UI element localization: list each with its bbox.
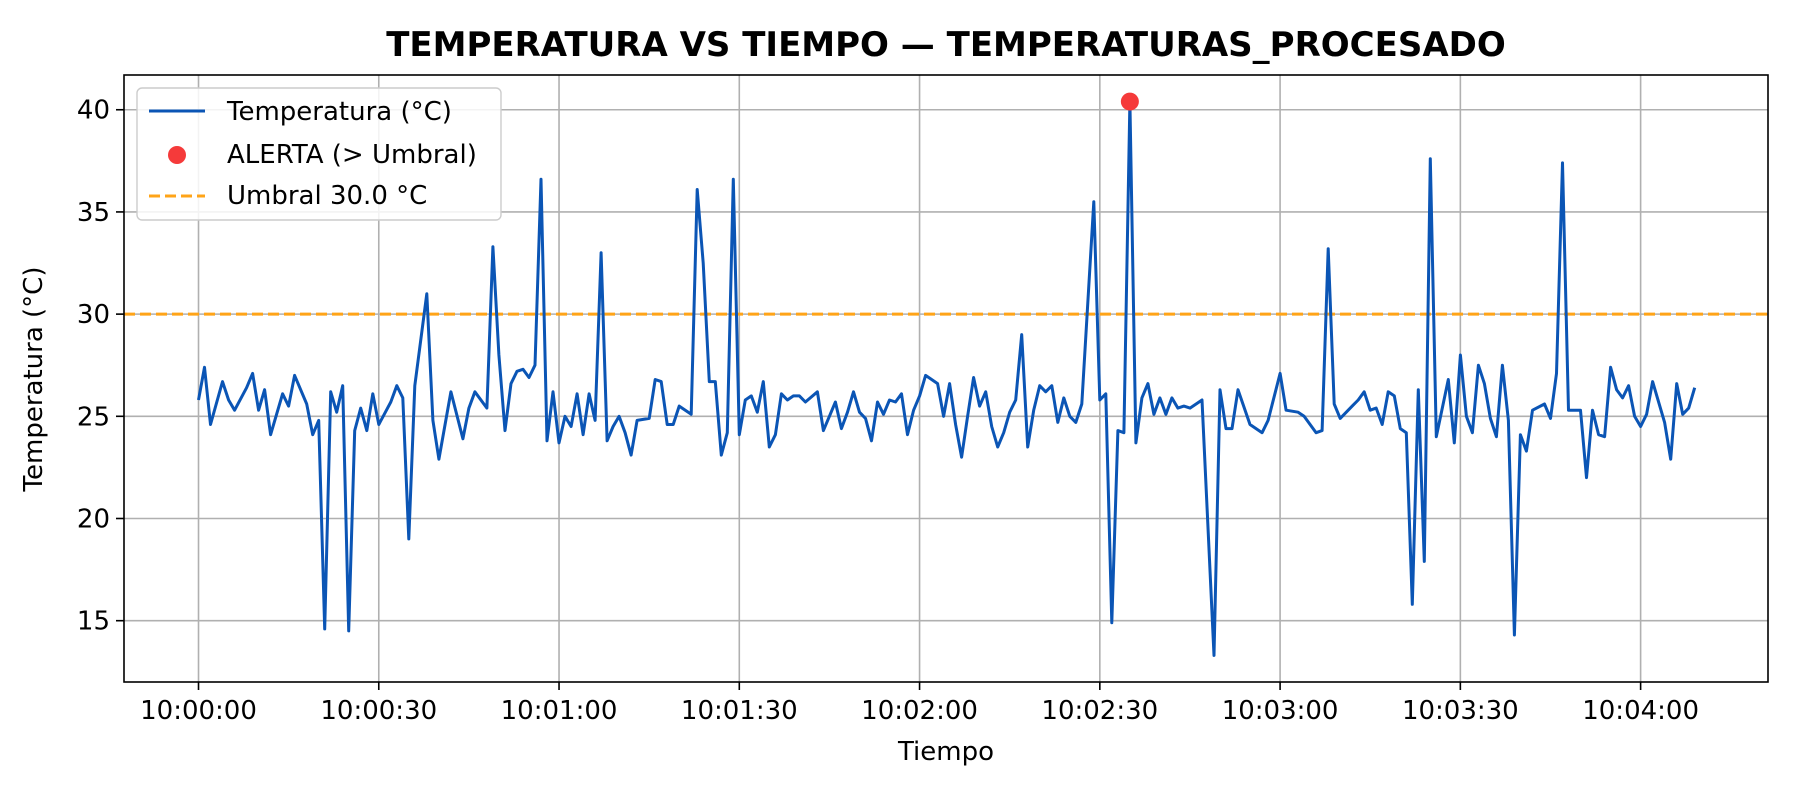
- x-tick-label: 10:03:30: [1402, 696, 1519, 726]
- legend-label-temperatura: Temperatura (°C): [226, 97, 452, 127]
- x-axis-label: Tiempo: [897, 737, 994, 767]
- y-axis-ticks: 15 20 25 30 35 40: [77, 96, 124, 637]
- legend-label-alerta: ALERTA (> Umbral): [227, 140, 477, 170]
- y-tick-label: 30: [77, 300, 110, 330]
- legend: Temperatura (°C) ALERTA (> Umbral) Umbra…: [136, 87, 502, 221]
- x-tick-label: 10:02:30: [1041, 696, 1158, 726]
- x-tick-label: 10:01:00: [501, 696, 618, 726]
- x-tick-label: 10:04:00: [1582, 696, 1699, 726]
- x-tick-label: 10:03:00: [1222, 696, 1339, 726]
- x-tick-label: 10:01:30: [681, 696, 798, 726]
- chart-title: TEMPERATURA VS TIEMPO — TEMPERATURAS_PRO…: [386, 25, 1506, 65]
- legend-alert-marker: [168, 146, 186, 164]
- series-layer: [197, 92, 1697, 657]
- x-tick-label: 10:00:00: [140, 696, 257, 726]
- x-tick-label: 10:00:30: [320, 696, 437, 726]
- y-tick-label: 25: [77, 402, 110, 432]
- y-tick-label: 15: [77, 607, 110, 637]
- x-tick-label: 10:02:00: [861, 696, 978, 726]
- x-axis-ticks: 10:00:00 10:00:30 10:01:00 10:01:30 10:02:00…: [140, 682, 1699, 726]
- y-tick-label: 40: [77, 96, 110, 126]
- plot-frame: [123, 74, 1769, 683]
- y-axis-label: Temperatura (°C): [19, 267, 49, 493]
- y-tick-label: 35: [77, 198, 110, 228]
- legend-label-umbral: Umbral 30.0 °C: [227, 181, 427, 211]
- alert-point: [1120, 92, 1139, 111]
- y-tick-label: 20: [77, 504, 110, 534]
- temperature-series-line: [197, 100, 1697, 657]
- legend-box: [136, 87, 502, 221]
